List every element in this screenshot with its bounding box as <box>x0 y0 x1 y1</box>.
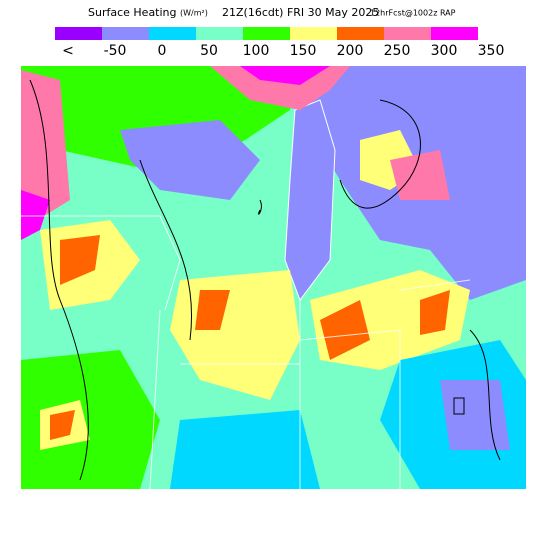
title: Surface Heating <box>88 6 177 19</box>
legend-swatch <box>290 27 337 40</box>
field-orange <box>60 235 100 285</box>
legend-swatch <box>102 27 149 40</box>
map <box>21 66 526 490</box>
legend-label: 200 <box>337 43 364 59</box>
legend-swatch <box>337 27 384 40</box>
state-borders <box>21 215 471 490</box>
legend-label: 150 <box>290 43 317 59</box>
legend-label: 50 <box>200 43 218 59</box>
field-magenta <box>21 190 50 240</box>
contours <box>29 79 501 481</box>
legend-label: 250 <box>384 43 411 59</box>
field-lavender <box>120 120 260 200</box>
legend-label: 0 <box>158 43 167 59</box>
field-orange <box>195 290 230 330</box>
field-orange <box>50 410 75 440</box>
legend-swatch <box>149 27 196 40</box>
legend-swatch <box>384 27 431 40</box>
legend-label: -50 <box>104 43 127 59</box>
legend-label: 350 <box>478 43 505 59</box>
field-pink <box>21 70 70 230</box>
field-pink <box>210 66 350 110</box>
legend-swatch <box>243 27 290 40</box>
lake-michigan <box>284 99 336 302</box>
legend-label: < <box>62 43 74 59</box>
legend: < -50 0 50 100 150 200 250 300 350 <box>55 27 504 59</box>
legend-swatch <box>196 27 243 40</box>
field-lavender <box>440 380 510 450</box>
field-cyan <box>170 410 320 489</box>
field-orange <box>320 300 370 360</box>
field-green <box>21 350 160 489</box>
legend-swatch <box>431 27 478 40</box>
field-pink <box>390 150 450 200</box>
forecast-info: 12hrFcst@1002z RAP <box>370 9 456 18</box>
legend-label: 300 <box>431 43 458 59</box>
field-orange <box>420 290 450 335</box>
field-magenta <box>240 66 330 85</box>
valid-time: 21Z(16cdt) FRI 30 May 2025 <box>222 6 379 19</box>
legend-label: 100 <box>243 43 270 59</box>
legend-swatch <box>55 27 102 40</box>
units: (W/m²) <box>180 9 208 18</box>
